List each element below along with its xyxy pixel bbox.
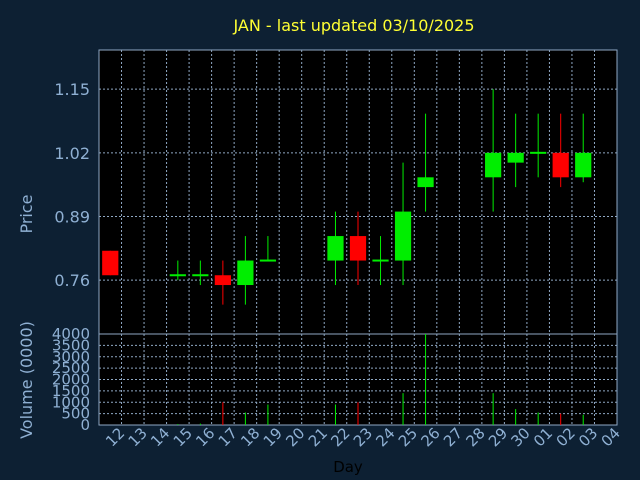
volume-tick-label: 0	[80, 416, 90, 434]
candle	[214, 260, 231, 305]
price-tick-label: 1.02	[54, 144, 90, 163]
volume-tick-label: 3500	[52, 336, 90, 354]
candle-body	[102, 250, 119, 276]
price-axis-label: Price	[17, 194, 36, 233]
candle	[530, 113, 547, 178]
chart-title: JAN - last updated 03/10/2025	[232, 16, 474, 35]
volume-tick-label: 2000	[52, 371, 90, 389]
candle-body	[214, 275, 231, 286]
price-tick-label: 0.89	[54, 207, 90, 226]
candle	[417, 113, 434, 212]
candle-body	[394, 211, 412, 261]
volume-tick-label: 1000	[52, 393, 90, 411]
candle	[372, 236, 389, 286]
candle-body	[169, 274, 186, 277]
candle-body	[575, 152, 592, 178]
candle	[507, 113, 524, 188]
price-tick-label: 1.15	[54, 80, 90, 99]
candle-body	[192, 274, 209, 277]
candle	[575, 113, 592, 183]
candle	[102, 250, 119, 276]
candle-body	[417, 177, 434, 188]
candle	[192, 260, 209, 286]
candle-body	[485, 152, 502, 178]
candle	[552, 113, 569, 188]
candle	[394, 162, 412, 286]
volume-tick-label: 500	[61, 405, 90, 423]
candle-body	[372, 259, 389, 262]
candle	[349, 211, 367, 286]
volume-axis-label: Volume (0000)	[17, 321, 36, 439]
x-axis-label: Day	[333, 458, 363, 476]
price-tick-label: 0.76	[54, 271, 90, 290]
volume-tick-label: 3000	[52, 348, 90, 366]
candle-body	[530, 151, 547, 154]
candle-body	[327, 236, 344, 261]
candle-body	[259, 259, 277, 262]
candle-body	[237, 260, 254, 286]
volume-tick-label: 1500	[52, 382, 90, 400]
candle	[259, 236, 277, 262]
price-plot-area	[98, 49, 618, 335]
volume-tick-label: 4000	[52, 325, 90, 343]
volume-tick-label: 2500	[52, 359, 90, 377]
candle-body	[507, 152, 524, 163]
candle-body	[349, 236, 367, 261]
candle	[237, 236, 254, 305]
candle	[485, 89, 502, 212]
candle	[169, 260, 186, 281]
candle	[327, 211, 344, 286]
candle-body	[552, 152, 569, 178]
